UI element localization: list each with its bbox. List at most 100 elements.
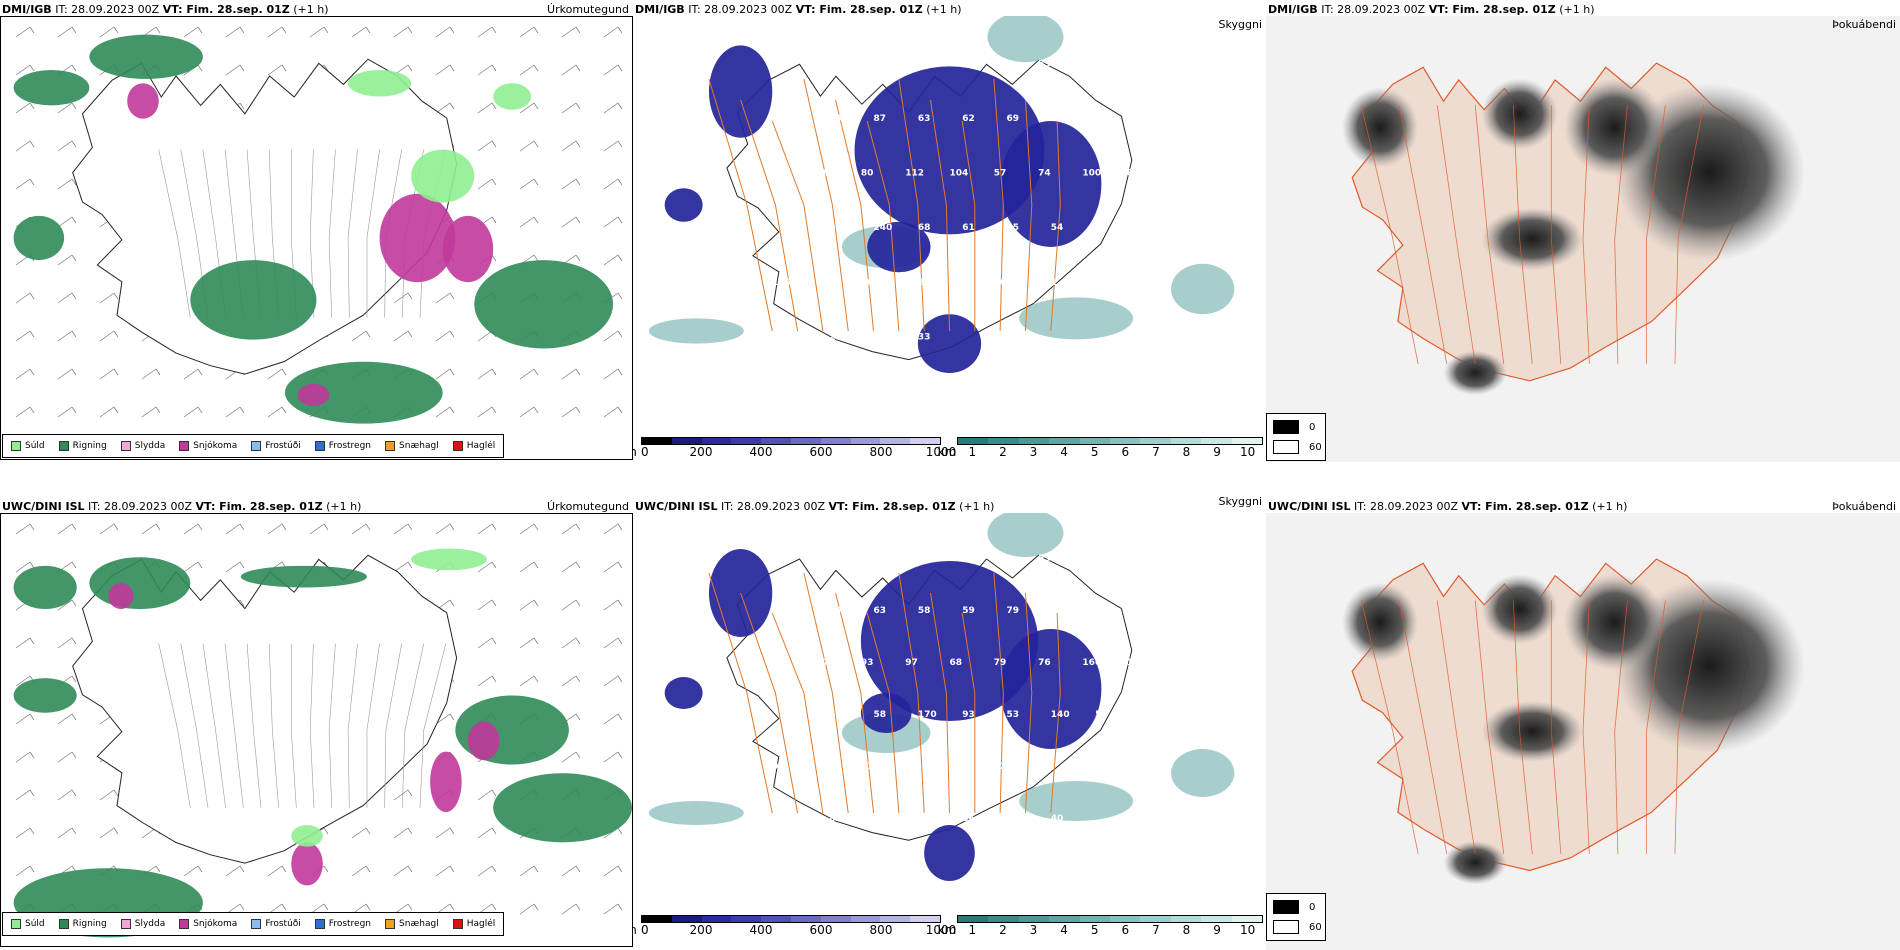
fog-indicator-area [1563, 78, 1666, 177]
road-line [930, 99, 950, 332]
visibility-value-label: 80 [861, 169, 874, 179]
wind-barb [477, 675, 493, 687]
wind-barb [477, 561, 493, 573]
colorbar-cell [1170, 438, 1202, 444]
visibility-map[interactable]: 402 49 87 66 66 81 53 54 52 54 59 63 58 59 79 117 99 85 89… [633, 513, 1266, 913]
wind-barb-tick [239, 599, 245, 607]
visibility-value-label: 170 [918, 710, 937, 720]
wind-barb-tick [491, 64, 497, 72]
wind-barb-tick [575, 254, 581, 262]
colorbar-tick: 0 [641, 445, 649, 459]
wind-barb [603, 178, 619, 190]
fog-indicator-title: Þokuábendi [1832, 500, 1896, 513]
fog-map[interactable] [1266, 16, 1900, 462]
legend-swatch [314, 919, 325, 929]
fog-legend-label: 60 [1309, 921, 1322, 933]
panel-title: UWC/DINI ISL IT: 28.09.2023 00Z VT: Fim.… [1268, 500, 1628, 513]
legend-swatch [251, 919, 262, 929]
precip-area [108, 583, 134, 610]
wind-barb-tick [323, 827, 329, 835]
visibility-value-label: 54 [1082, 554, 1095, 564]
road-line [835, 99, 875, 332]
visibility-value-label: 67 [817, 658, 830, 668]
visibility-value-label: 91 [772, 762, 785, 772]
wind-barb [519, 102, 535, 114]
visibility-value-label: 240 [874, 223, 893, 233]
wind-barb-tick [449, 368, 455, 376]
visibility-value-label: 93 [962, 710, 975, 720]
fog-legend-item: 60 [1273, 920, 1322, 934]
wind-barb-tick [113, 26, 119, 34]
road-line [1512, 600, 1533, 854]
wind-barb-tick [449, 102, 455, 110]
wind-barb-tick [533, 216, 539, 224]
legend-item: Slydda [120, 919, 166, 929]
wind-barb [393, 292, 409, 304]
precip-area [13, 678, 77, 713]
fog-legend-label: 0 [1309, 901, 1316, 913]
terrain-contour [158, 643, 191, 808]
wind-barb [603, 903, 619, 915]
precip-area [127, 83, 159, 119]
legend-label: Slydda [134, 919, 166, 929]
road-line [1674, 105, 1704, 364]
wind-barb [603, 637, 619, 649]
colorbar-cell [1231, 916, 1263, 922]
visibility-value-label: 74 [1082, 59, 1095, 69]
road-line [1645, 600, 1666, 854]
wind-barb [57, 713, 73, 725]
wind-barb [435, 102, 451, 114]
colorbar-tick: 1 [968, 923, 977, 937]
road-line [898, 78, 925, 332]
wind-barb-tick [71, 713, 77, 721]
wind-barb [435, 292, 451, 304]
wind-barb [435, 26, 451, 38]
legend-label: Snæhagl [399, 919, 439, 929]
wind-barb-tick [239, 523, 245, 531]
visibility-value-label: 85 [1139, 606, 1152, 616]
wind-barb-tick [197, 865, 203, 873]
colorbar-cell [1140, 438, 1171, 444]
colorbar-unit: km [937, 445, 957, 459]
wind-barb [183, 26, 199, 38]
wind-barb-tick [29, 178, 35, 186]
visibility-value-label: 81 [994, 554, 1007, 564]
colorbar-tick: 8 [1182, 923, 1191, 937]
wind-barb-tick [29, 330, 35, 338]
wind-barb [519, 406, 535, 418]
precip-area [467, 721, 500, 761]
wind-barb-tick [239, 64, 245, 72]
wind-barb [561, 368, 577, 380]
precip-map[interactable] [0, 513, 633, 947]
visibility-value-label: 53 [772, 169, 785, 179]
wind-barb [15, 675, 31, 687]
colorbar-cell [850, 916, 881, 922]
wind-barb-tick [533, 102, 539, 110]
road-line [771, 612, 824, 814]
colorbar-cell [642, 916, 672, 922]
wind-barb-tick [617, 903, 623, 911]
wind-barb [57, 178, 73, 190]
colorbar-tick: 5 [1090, 445, 1099, 459]
precip-map[interactable] [0, 16, 633, 460]
wind-barb [57, 140, 73, 152]
colorbar-tick: 1 [968, 445, 977, 459]
fog-map[interactable] [1266, 513, 1900, 950]
colorbar-tick: 6 [1121, 445, 1130, 459]
legend-swatch [58, 919, 69, 929]
wind-barb-tick [155, 406, 161, 414]
wind-barb [435, 713, 451, 725]
visibility-map[interactable]: 69 40 87 82 81 99 55 74 76 26 73 87 63 62 69 114 49 74 53 4… [633, 16, 1266, 436]
colorbar-tick: 200 [689, 923, 713, 937]
wind-barb-tick [491, 216, 497, 224]
road-line [1550, 105, 1562, 364]
wind-barb [393, 865, 409, 877]
wind-barb-tick [533, 254, 539, 262]
colorbar-tick: 3 [1029, 445, 1038, 459]
visibility-value-label: 74 [1038, 169, 1051, 179]
wind-barb-tick [71, 789, 77, 797]
wind-barb [15, 827, 31, 839]
road-line [961, 612, 976, 813]
wind-barb-tick [575, 178, 581, 186]
fog-legend: 0 60 [1266, 893, 1326, 941]
